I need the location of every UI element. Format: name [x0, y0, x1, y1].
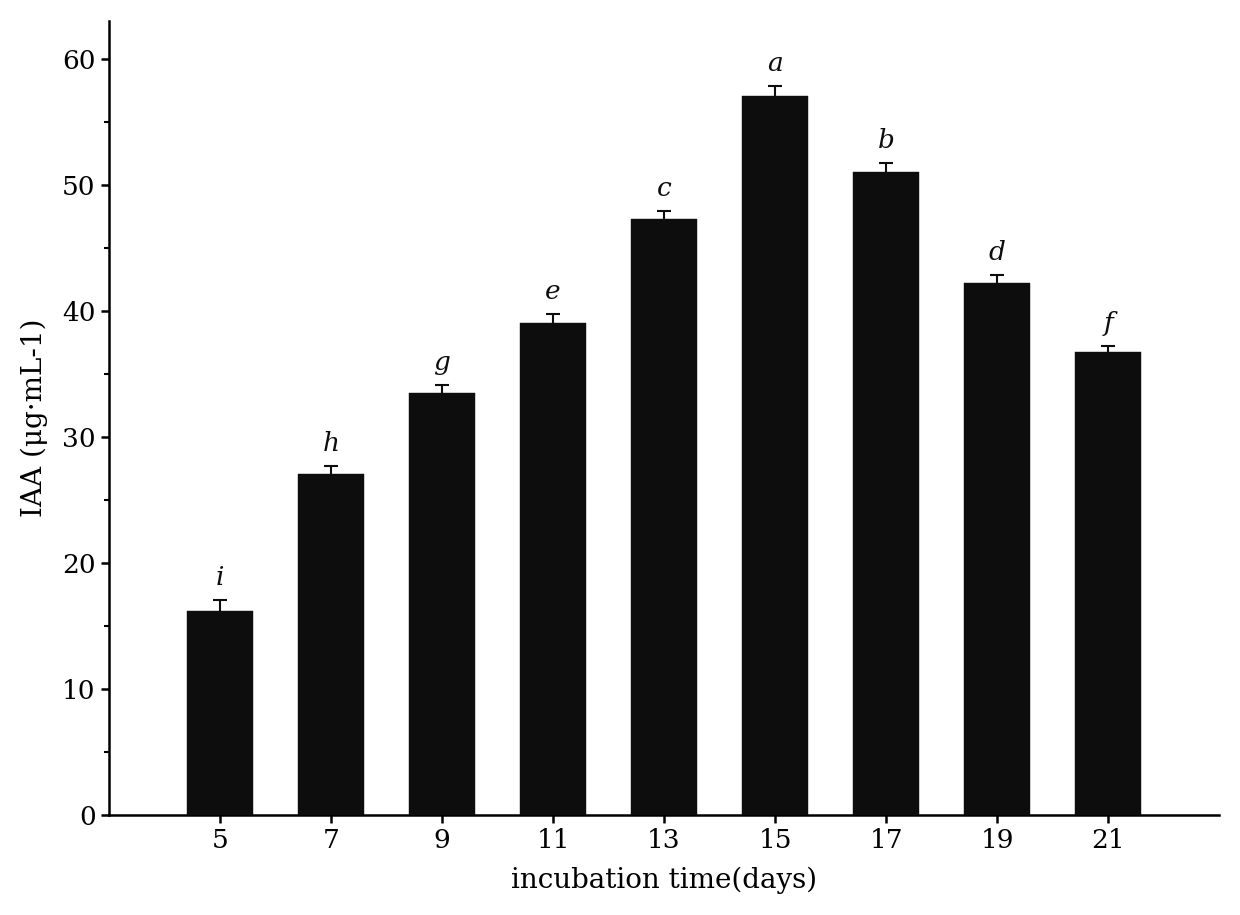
X-axis label: incubation time(days): incubation time(days): [511, 867, 817, 894]
Bar: [186, 610, 253, 814]
Bar: [1075, 352, 1142, 814]
Bar: [853, 172, 919, 814]
Bar: [409, 393, 475, 814]
Text: c: c: [657, 176, 671, 201]
Text: i: i: [216, 565, 224, 590]
Bar: [631, 219, 697, 814]
Text: h: h: [322, 431, 340, 456]
Y-axis label: IAA (μg·mL-1): IAA (μg·mL-1): [21, 318, 48, 517]
Bar: [298, 475, 365, 814]
Bar: [742, 96, 808, 814]
Text: d: d: [988, 241, 1006, 265]
Text: g: g: [434, 350, 450, 375]
Text: e: e: [546, 279, 560, 305]
Bar: [963, 283, 1030, 814]
Text: a: a: [768, 51, 782, 76]
Text: f: f: [1104, 311, 1114, 336]
Text: b: b: [878, 128, 894, 153]
Bar: [520, 323, 587, 814]
